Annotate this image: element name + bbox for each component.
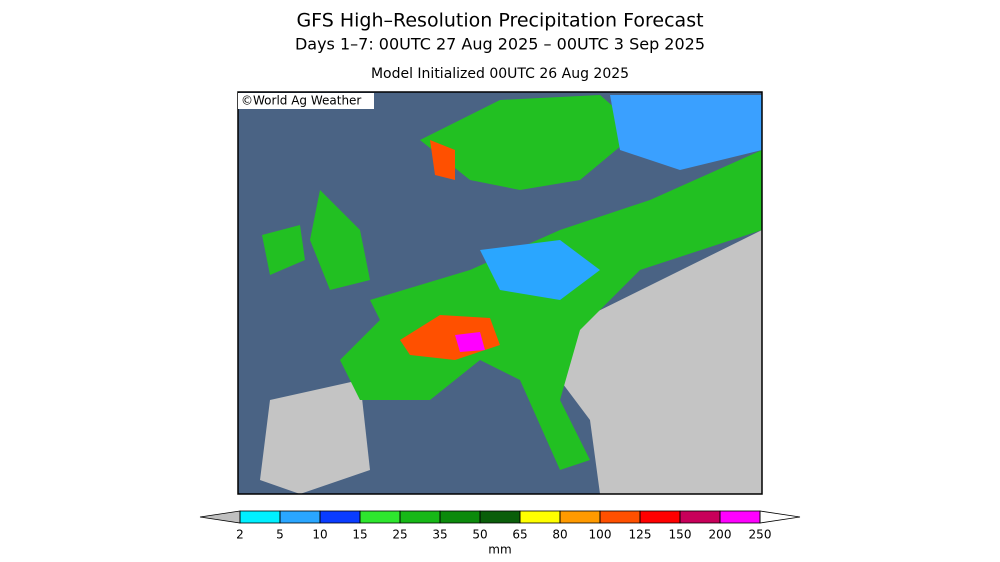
colorbar-label: 25 bbox=[392, 528, 407, 542]
land-wet bbox=[262, 225, 305, 275]
credit: ©World Ag Weather bbox=[241, 94, 361, 108]
colorbar-box bbox=[719, 510, 761, 524]
title: GFS High–Resolution Precipitation Foreca… bbox=[296, 10, 703, 32]
colorbar-box bbox=[439, 510, 481, 524]
colorbar-label: 35 bbox=[432, 528, 447, 542]
colorbar-box bbox=[479, 510, 521, 524]
colorbar-box bbox=[359, 510, 401, 524]
colorbar: 2 5 10 15 25 35 50 65 80 100 125 150 200 250 bbox=[199, 510, 801, 542]
land-dry bbox=[260, 380, 370, 494]
unit: mm bbox=[488, 543, 511, 557]
colorbar-label: 2 bbox=[236, 528, 244, 542]
credit-box bbox=[238, 93, 374, 109]
colorbar-box bbox=[399, 510, 441, 524]
colorbar-box bbox=[599, 510, 641, 524]
colorbar-label: 80 bbox=[552, 528, 567, 542]
colorbar-box bbox=[279, 510, 321, 524]
colorbar-label: 250 bbox=[749, 528, 772, 542]
map: ©World Ag Weather bbox=[237, 91, 763, 495]
colorbar-box bbox=[559, 510, 601, 524]
colorbar-label: 200 bbox=[709, 528, 732, 542]
colorbar-label: 150 bbox=[669, 528, 692, 542]
colorbar-box bbox=[319, 510, 361, 524]
heavy-rain bbox=[455, 332, 485, 352]
colorbar-label: 100 bbox=[589, 528, 612, 542]
colorbar-label: 65 bbox=[512, 528, 527, 542]
colorbar-box bbox=[519, 510, 561, 524]
colorbar-under bbox=[199, 510, 241, 524]
land-dry bbox=[560, 230, 762, 494]
colorbar-label: 10 bbox=[312, 528, 327, 542]
land-wet bbox=[310, 190, 370, 290]
colorbar-box bbox=[239, 510, 281, 524]
colorbar-label: 15 bbox=[352, 528, 367, 542]
colorbar-box bbox=[639, 510, 681, 524]
land-wet bbox=[340, 150, 762, 470]
land-wet bbox=[420, 95, 640, 190]
heavy-rain bbox=[430, 140, 455, 180]
colorbar-over bbox=[759, 510, 801, 524]
map-frame bbox=[237, 91, 763, 495]
subtitle: Days 1–7: 00UTC 27 Aug 2025 – 00UTC 3 Se… bbox=[295, 35, 705, 54]
colorbar-label: 50 bbox=[472, 528, 487, 542]
land-wet bbox=[610, 95, 762, 170]
land-wet bbox=[480, 240, 600, 300]
colorbar-box bbox=[679, 510, 721, 524]
colorbar-label: 5 bbox=[276, 528, 284, 542]
colorbar-label: 125 bbox=[629, 528, 652, 542]
init-time: Model Initialized 00UTC 26 Aug 2025 bbox=[371, 66, 629, 82]
